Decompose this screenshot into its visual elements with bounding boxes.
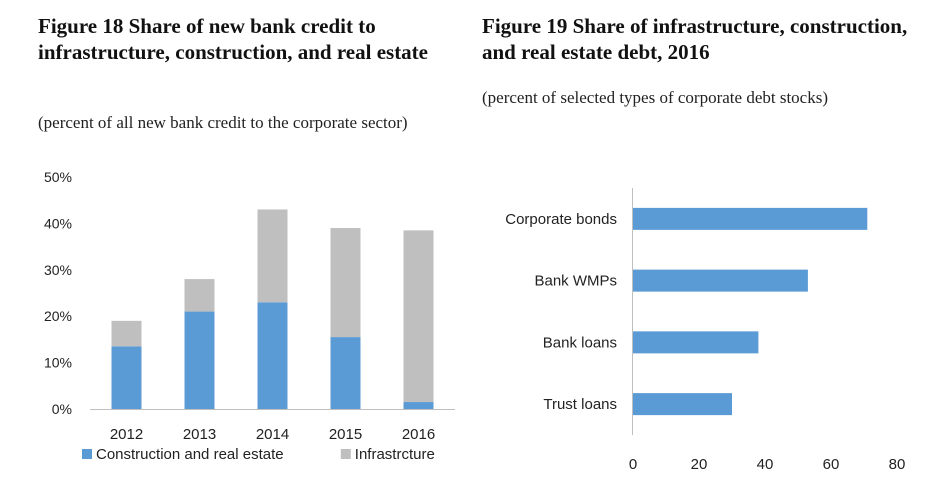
x-tick-label: 2016 — [402, 426, 435, 443]
y-tick-label: 40% — [44, 215, 72, 231]
category-label: Trust loans — [543, 396, 617, 413]
figure-19: Figure 19 Share of infrastructure, const… — [470, 0, 932, 477]
bar-construction — [330, 337, 361, 409]
y-tick-label: 50% — [44, 169, 72, 185]
figure-18: Figure 18 Share of new bank credit to in… — [38, 14, 455, 463]
bar-construction — [403, 402, 434, 409]
figure-18-subtitle: (percent of all new bank credit to the c… — [38, 113, 408, 132]
x-tick-label: 80 — [889, 456, 906, 473]
category-label: Bank loans — [543, 334, 617, 351]
bar-construction — [184, 311, 215, 409]
bar — [633, 331, 759, 354]
x-tick-label: 2013 — [183, 426, 216, 443]
category-label: Bank WMPs — [534, 273, 617, 290]
x-tick-label: 2012 — [110, 426, 143, 443]
x-tick-label: 20 — [691, 456, 708, 473]
bar-construction — [257, 302, 288, 409]
figure-19-subtitle: (percent of selected types of corporate … — [482, 88, 828, 107]
bar — [633, 269, 808, 292]
bar-infrastructure — [403, 230, 434, 403]
legend-swatch — [82, 449, 92, 459]
legend-swatch — [340, 449, 351, 459]
x-tick-label: 60 — [823, 456, 840, 473]
y-tick-label: 20% — [44, 308, 72, 324]
figure-19-title: Figure 19 Share of infrastructure, const… — [482, 14, 908, 64]
y-tick-label: 30% — [44, 262, 72, 278]
x-tick-label: 40 — [757, 456, 774, 473]
bar-construction — [111, 346, 142, 409]
y-tick-label: 10% — [44, 355, 72, 371]
bar — [633, 207, 868, 230]
category-label: Corporate bonds — [505, 211, 617, 228]
x-tick-label: 2015 — [329, 426, 362, 443]
bar-infrastructure — [330, 228, 361, 338]
bar-infrastructure — [111, 320, 142, 347]
legend-label: Construction and real estate — [96, 446, 284, 463]
figure-19-chart: Corporate bonds Bank WMPs Bank loans Trust … — [505, 188, 906, 473]
y-tick-label: 0% — [52, 401, 72, 417]
x-tick-label: 0 — [629, 456, 637, 473]
bar — [633, 393, 732, 416]
x-tick-label: 2014 — [256, 426, 289, 443]
figure-18-title: Figure 18 Share of new bank credit to in… — [38, 14, 428, 64]
figure-18-chart: 0% 10% 20% 30% 40% 50% 2012 2013 2014 2015 2016 Con… — [44, 169, 455, 463]
bar-infrastructure — [257, 209, 288, 303]
legend-label: Infrastrcture — [355, 446, 435, 463]
bar-infrastructure — [184, 279, 215, 312]
